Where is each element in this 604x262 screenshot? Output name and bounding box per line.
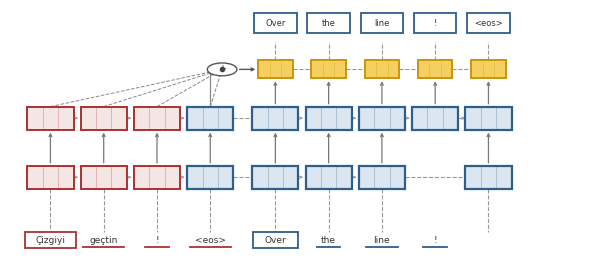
- Circle shape: [207, 63, 237, 76]
- Bar: [134, 166, 180, 189]
- Bar: [471, 61, 506, 78]
- Text: line: line: [374, 236, 390, 245]
- Text: Over: Over: [265, 236, 286, 245]
- Text: +: +: [218, 64, 226, 74]
- Bar: [306, 166, 352, 189]
- Bar: [467, 13, 510, 34]
- Bar: [25, 232, 76, 248]
- Bar: [359, 166, 405, 189]
- Text: Çizgiyi: Çizgiyi: [36, 236, 65, 245]
- Bar: [465, 166, 512, 189]
- Text: geçtin: geçtin: [89, 236, 118, 245]
- Bar: [134, 107, 180, 130]
- Bar: [258, 61, 292, 78]
- Text: !: !: [433, 236, 437, 245]
- Bar: [27, 166, 74, 189]
- Bar: [359, 107, 405, 130]
- Bar: [306, 107, 352, 130]
- Text: the: the: [321, 236, 336, 245]
- Bar: [361, 13, 403, 34]
- Text: !: !: [434, 19, 437, 28]
- Bar: [254, 13, 297, 34]
- Text: <eos>: <eos>: [474, 19, 503, 28]
- Bar: [465, 107, 512, 130]
- Bar: [27, 107, 74, 130]
- Text: the: the: [322, 19, 336, 28]
- Bar: [187, 166, 233, 189]
- Bar: [252, 166, 298, 189]
- Bar: [80, 107, 127, 130]
- Bar: [414, 13, 457, 34]
- Bar: [418, 61, 452, 78]
- Bar: [412, 107, 458, 130]
- Bar: [80, 166, 127, 189]
- Text: <eos>: <eos>: [194, 236, 226, 245]
- Bar: [307, 13, 350, 34]
- Bar: [252, 107, 298, 130]
- Text: line: line: [374, 19, 390, 28]
- Text: !: !: [155, 236, 159, 245]
- Bar: [312, 61, 346, 78]
- Bar: [253, 232, 298, 248]
- Bar: [365, 61, 399, 78]
- Text: Over: Over: [265, 19, 286, 28]
- Bar: [187, 107, 233, 130]
